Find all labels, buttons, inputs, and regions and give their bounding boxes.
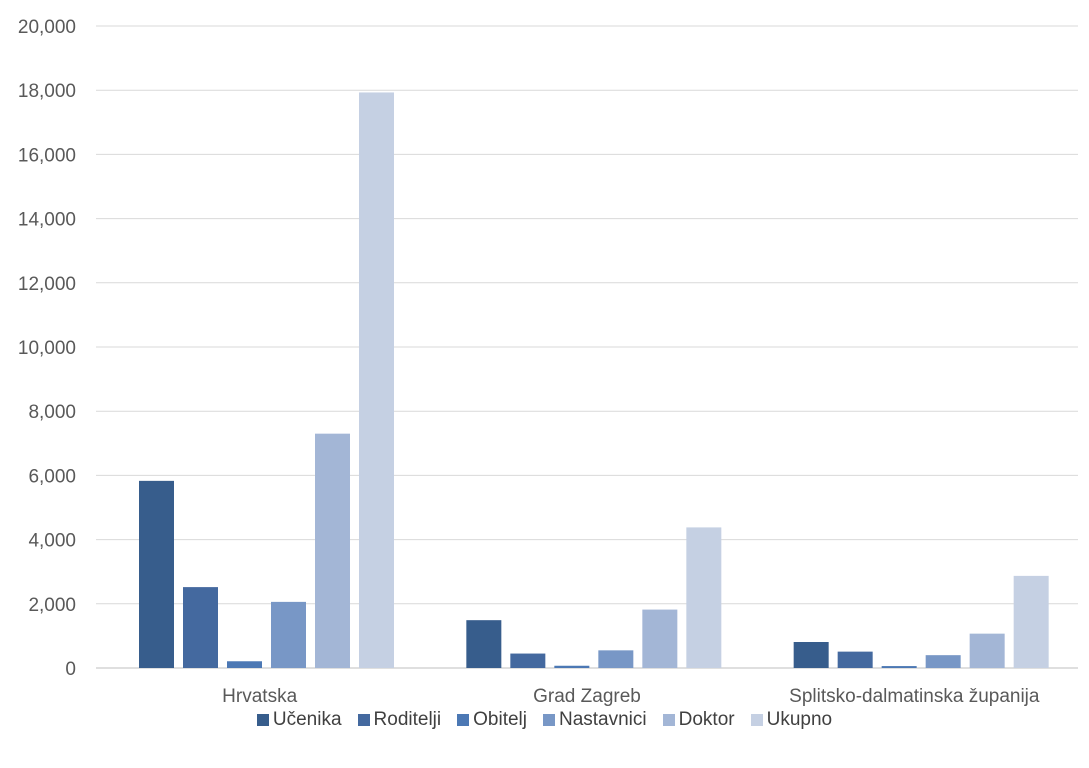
bar — [642, 609, 678, 668]
legend-swatch — [457, 714, 470, 726]
chart-legend: Učenika Roditelji Obitelj Nastavnici Doktor U… — [0, 709, 1089, 731]
legend-swatch — [357, 714, 370, 726]
bar — [554, 665, 590, 668]
legend-item: Ukupno — [750, 709, 833, 731]
legend-label: Doktor — [678, 709, 735, 730]
bar — [183, 587, 218, 668]
legend-item: Nastavnici — [542, 709, 647, 731]
bar — [1013, 575, 1049, 668]
y-tick-label: 8,000 — [28, 402, 76, 423]
legend-swatch — [662, 714, 675, 726]
y-tick-label: 20,000 — [18, 17, 76, 38]
bar — [271, 601, 306, 668]
legend-label: Učenika — [272, 709, 342, 730]
x-tick-label: Hrvatska — [222, 686, 297, 707]
bar — [686, 527, 722, 668]
legend-item: Roditelji — [357, 709, 442, 731]
bar — [925, 655, 961, 668]
legend-swatch — [750, 714, 763, 726]
bar — [837, 651, 873, 668]
legend-item: Doktor — [662, 709, 735, 731]
bar — [881, 666, 917, 668]
legend-item: Obitelj — [457, 709, 527, 731]
y-tick-label: 6,000 — [28, 466, 76, 487]
y-tick-label: 18,000 — [18, 81, 76, 102]
legend-label: Roditelji — [373, 709, 442, 730]
bar — [793, 641, 829, 668]
bar — [510, 653, 546, 668]
y-tick-label: 16,000 — [18, 145, 76, 166]
legend-swatch — [542, 714, 555, 726]
x-tick-label: Splitsko-dalmatinska županija — [789, 686, 1040, 707]
bar — [969, 633, 1005, 668]
y-tick-label: 10,000 — [18, 338, 76, 359]
bar — [227, 661, 262, 668]
y-tick-label: 12,000 — [18, 274, 76, 295]
legend-label: Obitelj — [473, 709, 527, 730]
bar — [139, 480, 174, 668]
y-tick-label: 4,000 — [28, 531, 76, 552]
legend-item: Učenika — [256, 709, 342, 731]
bar — [598, 650, 634, 668]
bar — [359, 92, 394, 668]
x-tick-label: Grad Zagreb — [533, 686, 641, 707]
legend-label: Ukupno — [766, 709, 833, 730]
bar — [466, 620, 502, 668]
bar — [315, 433, 350, 668]
y-tick-label: 2,000 — [28, 595, 76, 616]
y-tick-label: 14,000 — [18, 210, 76, 231]
legend-swatch — [256, 714, 269, 726]
y-tick-label: 0 — [65, 659, 76, 680]
legend-label: Nastavnici — [558, 709, 647, 730]
